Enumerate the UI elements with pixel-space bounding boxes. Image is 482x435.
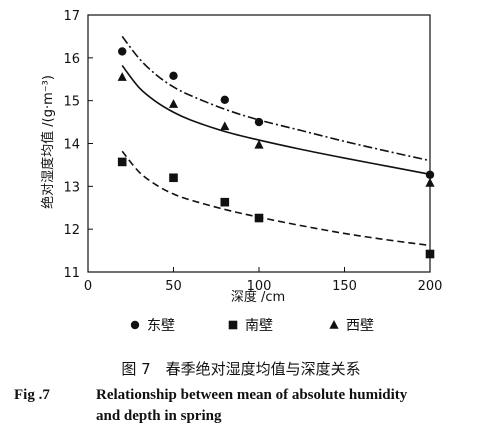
x-tick-label: 200 xyxy=(418,279,443,294)
y-axis-label: 绝对湿度均值 /(g·m⁻³) xyxy=(40,75,56,209)
data-point-series-2 xyxy=(168,99,179,108)
y-tick-label: 16 xyxy=(63,52,80,67)
y-tick-label: 13 xyxy=(63,180,80,195)
legend-marker-series-0 xyxy=(130,320,140,330)
legend-label-series-2: 西壁 xyxy=(346,318,374,334)
legend-label-series-1: 南壁 xyxy=(245,318,273,334)
data-points xyxy=(117,47,435,259)
data-point-series-2 xyxy=(117,72,127,81)
data-point-series-1 xyxy=(220,197,230,207)
data-point-series-2 xyxy=(254,139,264,149)
fit-curves xyxy=(121,35,431,247)
y-tick-label: 17 xyxy=(63,9,80,24)
y-tick-label: 14 xyxy=(63,138,80,153)
x-tick-label: 100 xyxy=(247,279,272,294)
data-point-series-1 xyxy=(254,213,264,223)
legend-label-series-0: 东壁 xyxy=(147,318,175,334)
data-point-series-2 xyxy=(425,177,435,187)
figure-number-en: Fig .7 xyxy=(14,387,50,403)
data-point-series-0 xyxy=(169,71,178,81)
data-point-series-1 xyxy=(117,157,127,167)
x-axis-label: 深度 /cm xyxy=(231,289,285,305)
data-point-series-0 xyxy=(220,95,229,105)
data-point-series-0 xyxy=(254,117,264,127)
fit-curve-series-0 xyxy=(121,35,431,162)
figure-caption-cn: 图 7 春季绝对湿度均值与深度关系 xyxy=(121,360,361,378)
data-point-series-1 xyxy=(169,173,178,183)
fit-curve-series-2 xyxy=(121,65,431,176)
figure-caption-en: Fig .7 Relationship between mean of absol… xyxy=(14,385,476,427)
data-point-series-2 xyxy=(220,121,230,131)
legend-marker-series-1 xyxy=(228,320,238,330)
legend-marker-series-2 xyxy=(329,320,339,329)
y-tick-label: 15 xyxy=(63,95,80,110)
chart: 0 50 100 150 200 11 12 13 14 15 16 17 深度 /cm 绝对湿度均值… xyxy=(40,9,442,334)
fit-curve-series-1 xyxy=(121,150,431,247)
x-tick-label: 50 xyxy=(165,279,182,294)
caption-en-line1: Relationship between mean of absolute hu… xyxy=(96,387,408,403)
x-tick-label: 0 xyxy=(84,279,92,294)
data-point-series-0 xyxy=(118,47,127,56)
y-tick-label: 12 xyxy=(63,223,80,238)
x-tick-label: 150 xyxy=(332,279,357,294)
data-point-series-1 xyxy=(425,249,435,259)
axis-ticks: 0 50 100 150 200 11 12 13 14 15 16 17 xyxy=(63,9,442,294)
data-point-series-0 xyxy=(425,170,435,179)
y-tick-label: 11 xyxy=(63,266,80,281)
caption-en-line2: and depth in spring xyxy=(96,408,222,424)
legend: 东壁 南壁 西壁 xyxy=(130,318,374,334)
